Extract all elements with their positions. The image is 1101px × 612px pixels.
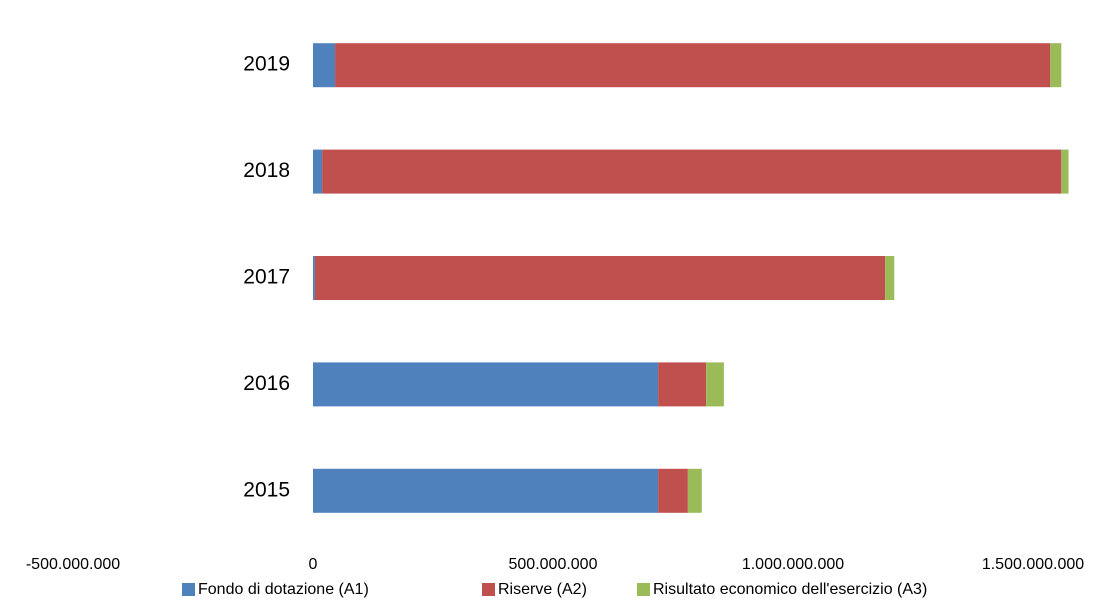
bar-segment	[313, 256, 315, 300]
bar-segment	[313, 149, 323, 194]
legend-swatch	[482, 583, 495, 596]
x-tick-label: 0	[309, 556, 318, 573]
bar-segment	[313, 43, 336, 88]
bar-segment	[687, 468, 702, 513]
x-tick-label: 500.000.000	[509, 556, 598, 573]
y-tick-label: 2017	[243, 266, 290, 289]
legend-label: Fondo di dotazione (A1)	[198, 581, 369, 598]
x-tick-label: 1.000.000.000	[742, 556, 844, 573]
x-tick-label: -500.000.000	[26, 556, 120, 573]
bar-segment	[1061, 149, 1069, 194]
y-tick-label: 2015	[243, 478, 290, 501]
bar-segment	[1050, 43, 1062, 88]
legend-label: Risultato economico dell'esercizio (A3)	[653, 581, 927, 598]
bar-segment	[885, 256, 895, 300]
bar-segment	[322, 149, 1062, 194]
bar-segment	[658, 362, 707, 407]
bar-segment	[335, 43, 1051, 88]
legend-label: Riserve (A2)	[498, 581, 587, 598]
bar-segment	[314, 256, 886, 300]
y-tick-label: 2016	[243, 372, 290, 395]
y-tick-label: 2019	[243, 53, 290, 76]
bar-segment	[706, 362, 724, 407]
y-tick-label: 2018	[243, 159, 290, 182]
x-tick-label: 1.500.000.000	[982, 556, 1084, 573]
bar-segment	[313, 468, 659, 513]
legend-swatch	[182, 583, 195, 596]
legend-swatch	[637, 583, 650, 596]
bar-segment	[313, 362, 659, 407]
bar-segment	[658, 468, 688, 513]
